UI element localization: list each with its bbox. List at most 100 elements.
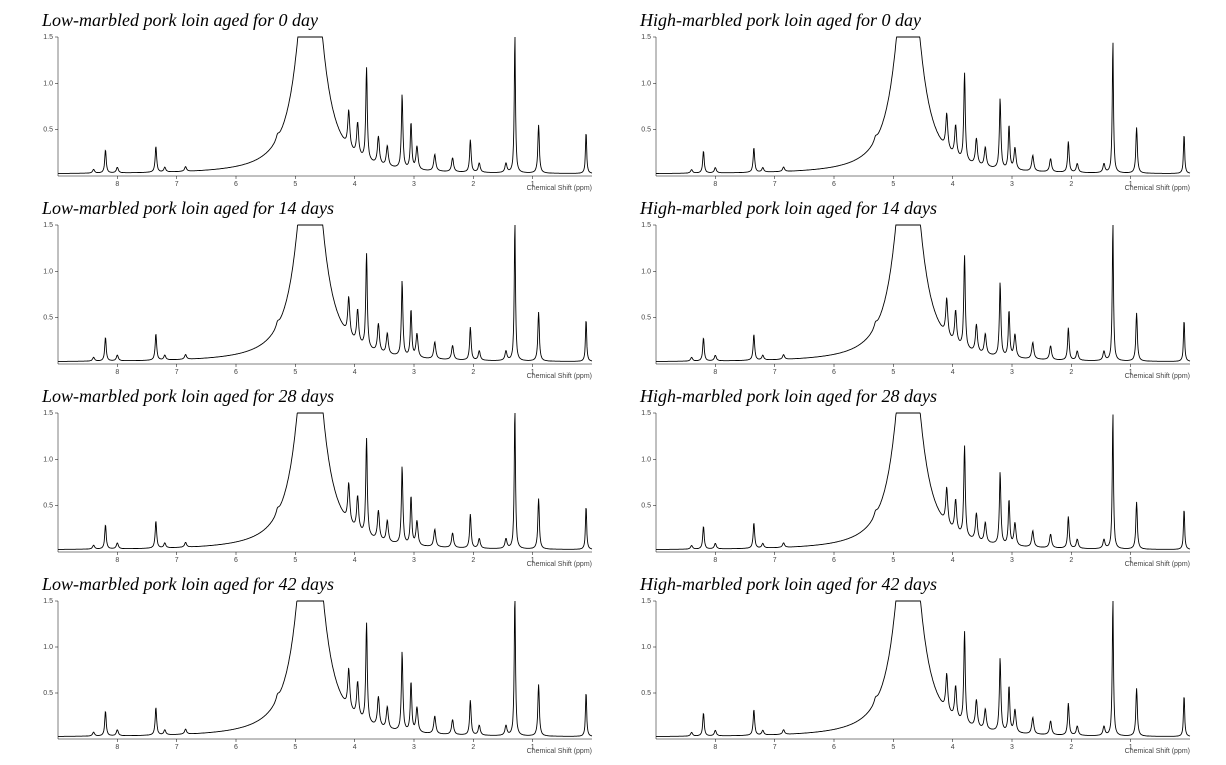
panel-title: Low-marbled pork loin aged for 0 day bbox=[30, 10, 598, 31]
svg-text:3: 3 bbox=[412, 557, 416, 564]
spectrum-panel: High-marbled pork loin aged for 14 days … bbox=[628, 198, 1196, 380]
spectrum-panel: Low-marbled pork loin aged for 28 days 0… bbox=[30, 386, 598, 568]
svg-text:3: 3 bbox=[412, 369, 416, 376]
svg-text:6: 6 bbox=[234, 181, 238, 188]
svg-text:2: 2 bbox=[1069, 744, 1073, 751]
svg-text:5: 5 bbox=[293, 557, 297, 564]
chart-area: 0.51.01.587654321Chemical Shift (ppm) bbox=[30, 33, 598, 192]
svg-text:8: 8 bbox=[713, 369, 717, 376]
svg-text:5: 5 bbox=[293, 744, 297, 751]
svg-text:0.5: 0.5 bbox=[641, 503, 651, 510]
svg-text:3: 3 bbox=[1010, 557, 1014, 564]
svg-text:7: 7 bbox=[175, 181, 179, 188]
svg-text:1.0: 1.0 bbox=[641, 268, 651, 275]
svg-text:7: 7 bbox=[773, 557, 777, 564]
svg-text:0.5: 0.5 bbox=[641, 690, 651, 697]
chart-area: 0.51.01.587654321Chemical Shift (ppm) bbox=[628, 221, 1196, 380]
panel-title: High-marbled pork loin aged for 14 days bbox=[628, 198, 1196, 219]
svg-text:8: 8 bbox=[115, 369, 119, 376]
svg-text:6: 6 bbox=[234, 369, 238, 376]
svg-text:Chemical Shift (ppm): Chemical Shift (ppm) bbox=[527, 373, 592, 380]
svg-text:4: 4 bbox=[353, 181, 357, 188]
spectrum-panel: High-marbled pork loin aged for 0 day 0.… bbox=[628, 10, 1196, 192]
svg-text:5: 5 bbox=[891, 744, 895, 751]
svg-text:3: 3 bbox=[1010, 744, 1014, 751]
svg-text:Chemical Shift (ppm): Chemical Shift (ppm) bbox=[527, 185, 592, 192]
svg-text:5: 5 bbox=[293, 181, 297, 188]
svg-text:8: 8 bbox=[713, 181, 717, 188]
svg-text:0.5: 0.5 bbox=[43, 690, 53, 697]
svg-text:Chemical Shift (ppm): Chemical Shift (ppm) bbox=[1125, 561, 1190, 568]
svg-text:2: 2 bbox=[471, 369, 475, 376]
svg-text:2: 2 bbox=[1069, 557, 1073, 564]
svg-text:1.0: 1.0 bbox=[641, 456, 651, 463]
svg-text:3: 3 bbox=[412, 744, 416, 751]
svg-text:6: 6 bbox=[832, 181, 836, 188]
svg-text:6: 6 bbox=[234, 557, 238, 564]
chart-area: 0.51.01.587654321Chemical Shift (ppm) bbox=[628, 597, 1196, 755]
svg-text:4: 4 bbox=[951, 744, 955, 751]
svg-text:3: 3 bbox=[1010, 369, 1014, 376]
svg-text:4: 4 bbox=[353, 744, 357, 751]
svg-text:1.5: 1.5 bbox=[43, 410, 53, 417]
svg-text:2: 2 bbox=[471, 181, 475, 188]
svg-text:7: 7 bbox=[175, 744, 179, 751]
spectrum-panel: High-marbled pork loin aged for 42 days … bbox=[628, 574, 1196, 755]
svg-text:3: 3 bbox=[412, 181, 416, 188]
svg-text:Chemical Shift (ppm): Chemical Shift (ppm) bbox=[1125, 185, 1190, 192]
chart-area: 0.51.01.587654321Chemical Shift (ppm) bbox=[30, 409, 598, 568]
svg-text:0.5: 0.5 bbox=[43, 503, 53, 510]
svg-text:4: 4 bbox=[951, 557, 955, 564]
svg-text:1.5: 1.5 bbox=[641, 410, 651, 417]
svg-text:2: 2 bbox=[471, 744, 475, 751]
svg-text:0.5: 0.5 bbox=[43, 315, 53, 322]
svg-text:1.0: 1.0 bbox=[43, 268, 53, 275]
svg-text:6: 6 bbox=[832, 557, 836, 564]
chart-area: 0.51.01.587654321Chemical Shift (ppm) bbox=[30, 597, 598, 755]
svg-text:7: 7 bbox=[773, 369, 777, 376]
svg-text:8: 8 bbox=[713, 744, 717, 751]
panel-title: Low-marbled pork loin aged for 28 days bbox=[30, 386, 598, 407]
svg-text:6: 6 bbox=[234, 744, 238, 751]
svg-text:1.0: 1.0 bbox=[43, 644, 53, 651]
svg-text:1.5: 1.5 bbox=[641, 222, 651, 229]
svg-text:7: 7 bbox=[175, 369, 179, 376]
svg-text:0.5: 0.5 bbox=[641, 127, 651, 134]
svg-text:Chemical Shift (ppm): Chemical Shift (ppm) bbox=[527, 748, 592, 755]
panel-title: High-marbled pork loin aged for 0 day bbox=[628, 10, 1196, 31]
svg-text:1.5: 1.5 bbox=[641, 34, 651, 41]
svg-text:8: 8 bbox=[115, 744, 119, 751]
svg-text:2: 2 bbox=[471, 557, 475, 564]
panel-title: High-marbled pork loin aged for 42 days bbox=[628, 574, 1196, 595]
spectrum-panel: Low-marbled pork loin aged for 42 days 0… bbox=[30, 574, 598, 755]
svg-text:0.5: 0.5 bbox=[43, 127, 53, 134]
svg-text:7: 7 bbox=[773, 744, 777, 751]
svg-text:1.5: 1.5 bbox=[43, 34, 53, 41]
svg-text:8: 8 bbox=[115, 557, 119, 564]
svg-text:3: 3 bbox=[1010, 181, 1014, 188]
svg-text:1.0: 1.0 bbox=[43, 456, 53, 463]
svg-text:Chemical Shift (ppm): Chemical Shift (ppm) bbox=[1125, 748, 1190, 755]
spectrum-panel: Low-marbled pork loin aged for 0 day 0.5… bbox=[30, 10, 598, 192]
svg-text:6: 6 bbox=[832, 744, 836, 751]
svg-text:5: 5 bbox=[891, 369, 895, 376]
spectrum-panel: Low-marbled pork loin aged for 14 days 0… bbox=[30, 198, 598, 380]
svg-text:1.5: 1.5 bbox=[43, 598, 53, 605]
svg-text:5: 5 bbox=[891, 181, 895, 188]
svg-text:5: 5 bbox=[891, 557, 895, 564]
spectra-grid: Low-marbled pork loin aged for 0 day 0.5… bbox=[30, 10, 1196, 755]
spectrum-panel: High-marbled pork loin aged for 28 days … bbox=[628, 386, 1196, 568]
svg-text:1.5: 1.5 bbox=[641, 598, 651, 605]
panel-title: High-marbled pork loin aged for 28 days bbox=[628, 386, 1196, 407]
svg-text:1.0: 1.0 bbox=[641, 80, 651, 87]
svg-text:0.5: 0.5 bbox=[641, 315, 651, 322]
svg-text:8: 8 bbox=[713, 557, 717, 564]
svg-text:1.0: 1.0 bbox=[641, 644, 651, 651]
chart-area: 0.51.01.587654321Chemical Shift (ppm) bbox=[628, 409, 1196, 568]
chart-area: 0.51.01.587654321Chemical Shift (ppm) bbox=[30, 221, 598, 380]
svg-text:6: 6 bbox=[832, 369, 836, 376]
svg-text:Chemical Shift (ppm): Chemical Shift (ppm) bbox=[527, 561, 592, 568]
chart-area: 0.51.01.587654321Chemical Shift (ppm) bbox=[628, 33, 1196, 192]
svg-text:5: 5 bbox=[293, 369, 297, 376]
svg-text:Chemical Shift (ppm): Chemical Shift (ppm) bbox=[1125, 373, 1190, 380]
